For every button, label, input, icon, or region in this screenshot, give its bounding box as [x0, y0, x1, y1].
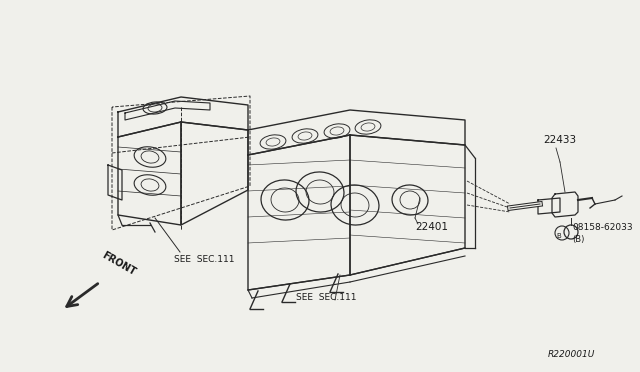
Text: SEE  SEC.111: SEE SEC.111: [174, 255, 234, 264]
Text: 08158-62033: 08158-62033: [572, 223, 632, 232]
Text: (B): (B): [572, 235, 584, 244]
Text: 22401: 22401: [415, 222, 448, 232]
Text: FRONT: FRONT: [100, 250, 137, 277]
Text: 22433: 22433: [543, 135, 576, 145]
Text: B: B: [557, 233, 561, 239]
Text: SEE  SEC.111: SEE SEC.111: [296, 293, 356, 302]
Text: R220001U: R220001U: [548, 350, 595, 359]
